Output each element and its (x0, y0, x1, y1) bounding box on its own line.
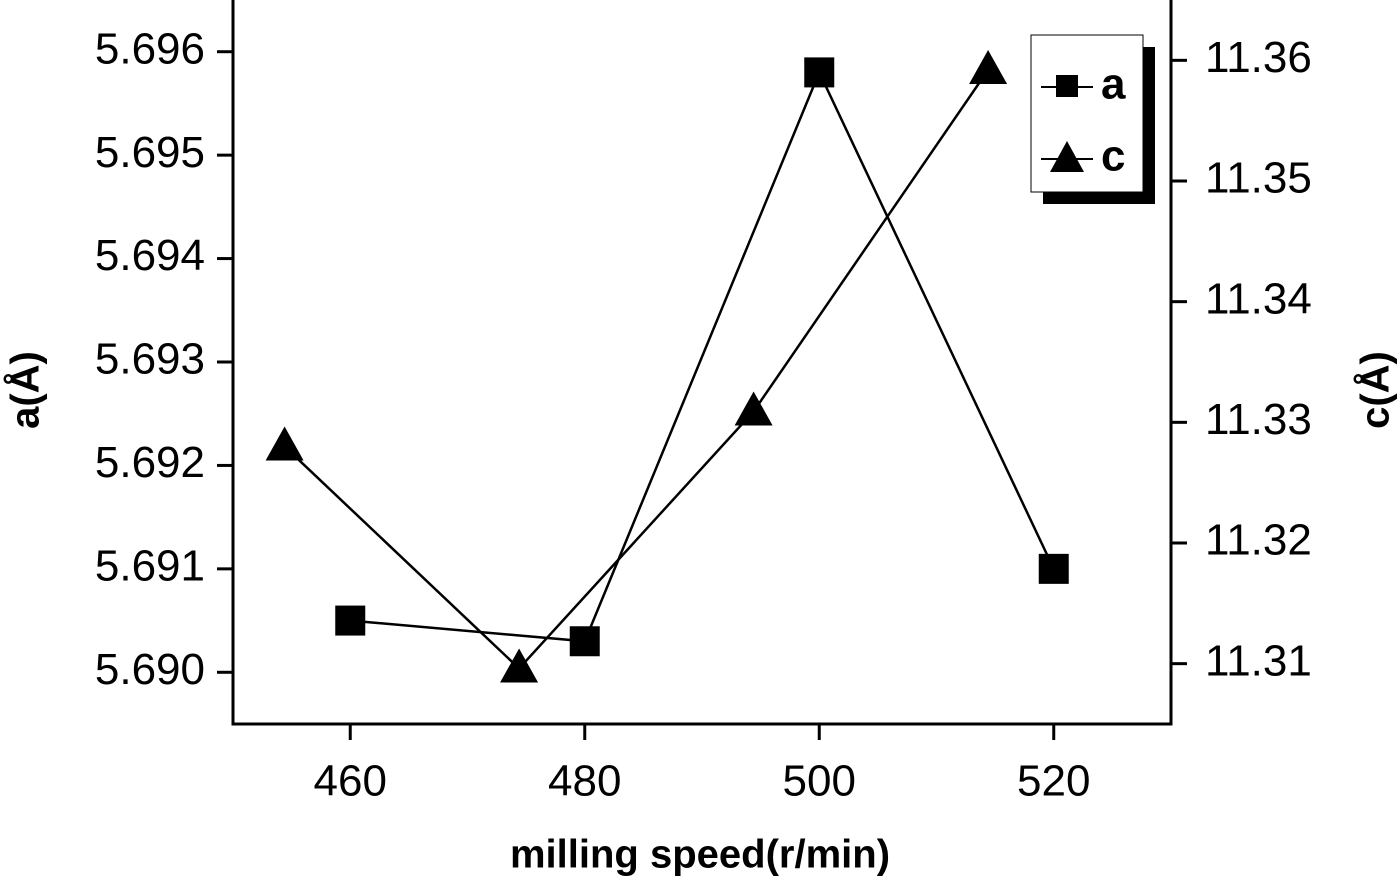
x-tick-label: 480 (548, 757, 621, 806)
y-tick-label: 5.695 (95, 128, 205, 177)
y2-tick-label: 11.35 (1205, 154, 1312, 203)
series-line (350, 69, 1055, 643)
y2-tick-label: 11.34 (1205, 274, 1312, 323)
x-tick-label: 500 (783, 757, 856, 806)
x-tick-label: 520 (1017, 757, 1090, 806)
legend-label: a (1101, 60, 1126, 109)
y-axis-label: a(Å) (3, 351, 48, 429)
series-line (283, 69, 990, 671)
marker (335, 605, 366, 636)
y-tick-label: 5.693 (95, 335, 205, 384)
legend-label: c (1101, 132, 1125, 181)
marker (734, 391, 773, 426)
marker (804, 57, 835, 88)
legend-marker (1050, 141, 1084, 172)
legend-marker (1056, 75, 1078, 97)
x-tick-label: 460 (314, 757, 387, 806)
y-tick-label: 5.696 (95, 24, 205, 73)
y2-axis-label: c(Å) (1353, 351, 1398, 429)
marker (569, 626, 600, 657)
marker (1038, 553, 1069, 584)
y-tick-label: 5.690 (95, 645, 205, 694)
marker (500, 648, 539, 683)
marker (969, 49, 1008, 84)
y-tick-label: 5.691 (95, 541, 205, 590)
y2-tick-label: 11.31 (1205, 636, 1312, 685)
y-tick-label: 5.694 (95, 231, 205, 280)
legend-box (1030, 34, 1144, 193)
plot-frame (231, 0, 1173, 726)
y-tick-label: 5.692 (95, 438, 205, 487)
y2-tick-label: 11.36 (1205, 33, 1312, 82)
y2-tick-label: 11.33 (1205, 395, 1312, 444)
y2-tick-label: 11.32 (1205, 516, 1312, 565)
marker (265, 426, 304, 461)
x-axis-label: milling speed(r/min) (510, 833, 890, 877)
